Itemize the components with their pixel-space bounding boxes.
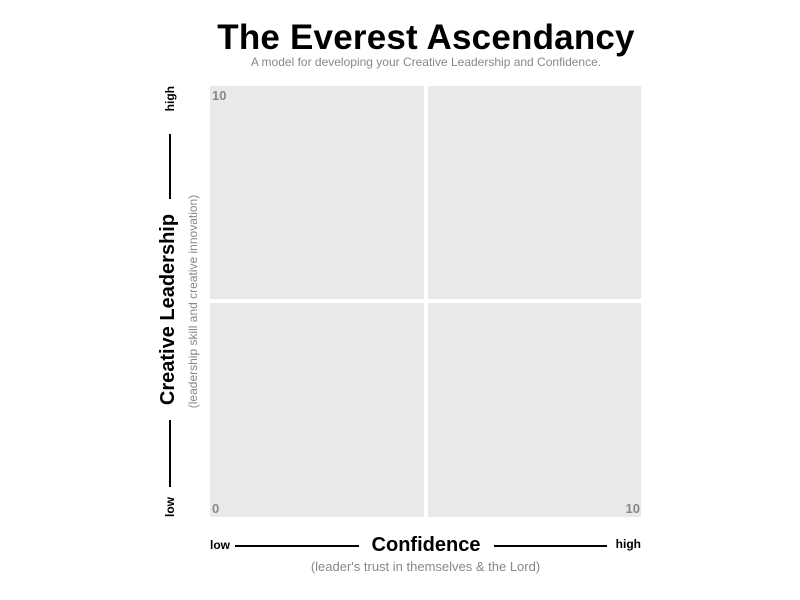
quadrant-matrix: 10 0 10 xyxy=(210,86,641,517)
y-axis-title: Creative Leadership xyxy=(157,213,179,406)
x-axis-low-label: low xyxy=(210,538,230,552)
y-axis-line-bottom xyxy=(169,420,171,487)
y-axis: low Creative Leadership high xyxy=(157,86,183,517)
x-axis-high-label: high xyxy=(615,537,641,551)
x-max-tick-label: 10 xyxy=(625,501,640,516)
x-axis-subtitle: (leader's trust in themselves & the Lord… xyxy=(310,559,541,574)
quadrant-top-left xyxy=(210,86,424,299)
y-axis-subtitle: (leadership skill and creative innovatio… xyxy=(186,194,200,409)
y-axis-low-label: low xyxy=(163,497,177,517)
x-axis: low Confidence high xyxy=(210,534,641,556)
y-axis-subtitle-wrap: (leadership skill and creative innovatio… xyxy=(186,86,204,517)
origin-tick-label: 0 xyxy=(212,501,220,516)
y-axis-high-label: high xyxy=(163,86,177,112)
quadrant-bottom-right xyxy=(428,303,641,517)
x-axis-line-right xyxy=(494,545,607,547)
page-subtitle: A model for developing your Creative Lea… xyxy=(250,55,602,69)
y-max-tick-label: 10 xyxy=(212,88,227,103)
x-axis-line-left xyxy=(235,545,359,547)
y-axis-line-top xyxy=(169,134,171,199)
quadrant-bottom-left xyxy=(210,303,424,517)
quadrant-top-right xyxy=(428,86,641,299)
x-axis-title: Confidence xyxy=(371,534,481,556)
page-title: The Everest Ascendancy xyxy=(217,18,635,57)
